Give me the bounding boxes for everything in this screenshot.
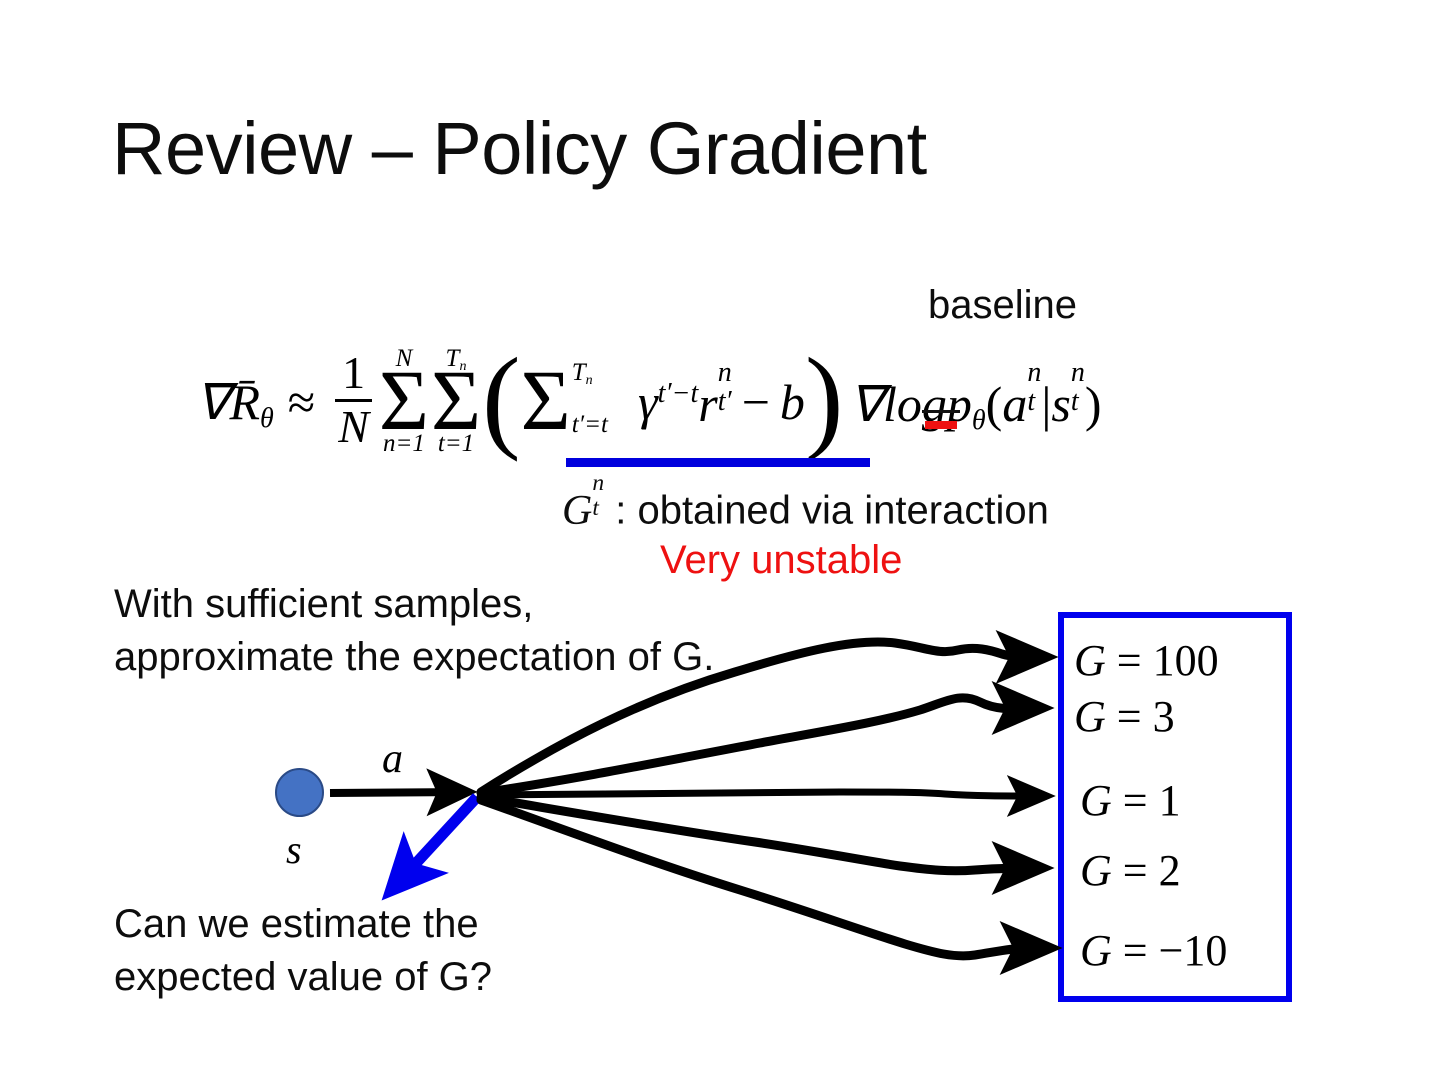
branch-arrow-3	[477, 774, 1056, 817]
sum-n-lower-limit: n=1	[383, 430, 425, 458]
policy-theta-subscript: θ	[971, 405, 986, 437]
sum-n-upper-limit: N	[395, 344, 413, 372]
sigma-glyph-2: Σ	[430, 351, 482, 448]
question-line-2: expected value of G?	[114, 954, 493, 999]
outcome-item-3: G = 2	[1080, 845, 1181, 896]
policy-gradient-formula: ∇R̄θ ≈ 1 N N Σ n=1 Tn Σ t=1 ( Σ Tn t′=t	[196, 335, 1102, 464]
one-over-n-fraction: 1 N	[335, 346, 372, 452]
blue-underline-return	[566, 458, 870, 467]
inner-sum-upper-limit: Tn	[571, 359, 593, 389]
sum-t-lower-limit: t=1	[437, 430, 475, 458]
grad-log-policy: ∇logpθ(a n t |s n t)	[849, 357, 1102, 437]
outcome-value-2: 1	[1158, 776, 1181, 825]
reward-term: r n t′	[698, 357, 732, 432]
sufficient-line-1: With sufficient samples,	[114, 582, 534, 626]
outcome-symbol-2: G	[1080, 776, 1112, 825]
outcome-item-2: G = 1	[1080, 775, 1181, 826]
outcome-operator-4: =	[1122, 926, 1148, 975]
outcome-value-1: 3	[1152, 692, 1175, 741]
page-title: Review – Policy Gradient	[112, 107, 927, 190]
outcome-symbol-4: G	[1080, 926, 1112, 975]
outcome-symbol-3: G	[1080, 846, 1112, 895]
red-underline-baseline	[925, 421, 957, 429]
reward-indices: n t′	[717, 359, 732, 424]
inner-sum-limits: Tn t′=t	[571, 359, 608, 438]
outcome-box	[1058, 612, 1292, 1002]
sigma-glyph-1: Σ	[378, 351, 429, 448]
very-unstable-label: Very unstable	[660, 538, 903, 582]
fraction-denominator: N	[338, 400, 369, 452]
formula-lhs: ∇R̄θ	[196, 374, 274, 435]
discount-exponent: t′−t	[657, 377, 699, 409]
branch-arrow-4	[476, 792, 1055, 896]
sum-t-upper-limit: Tn	[445, 344, 467, 374]
outcome-item-0: G = 100	[1074, 635, 1219, 686]
approx-symbol: ≈	[287, 374, 316, 430]
discount-term: γt′−t	[637, 374, 699, 430]
fraction-numerator: 1	[342, 346, 366, 398]
sufficient-line-2: approximate the expectation of G.	[114, 634, 715, 679]
sigma-glyph-3: Σ	[520, 351, 571, 448]
reward-superscript: n	[717, 357, 732, 389]
outcome-value-3: 2	[1158, 846, 1181, 895]
blue-alternative-action-arrow	[381, 793, 482, 901]
question-line-1: Can we estimate the	[114, 902, 479, 946]
inner-sum-lower-limit: t′=t	[571, 411, 608, 438]
outcome-symbol-1: G	[1074, 692, 1106, 741]
outcome-operator-0: =	[1116, 636, 1142, 685]
outcome-item-1: G = 3	[1074, 691, 1175, 742]
outcome-value-4: −10	[1158, 926, 1228, 975]
outcome-operator-1: =	[1116, 692, 1142, 741]
close-paren: )	[804, 335, 844, 464]
action-arrow-a	[329, 768, 478, 817]
outcome-symbol-0: G	[1074, 636, 1106, 685]
branch-arrow-2	[476, 681, 1055, 798]
action-symbol: a	[1002, 376, 1028, 432]
outcome-operator-3: =	[1122, 846, 1148, 895]
inner-sum-over-tprime: Σ Tn t′=t	[520, 351, 608, 448]
fraction-bar	[335, 398, 372, 402]
action-label-a: a	[382, 736, 403, 782]
state-node-circle	[275, 768, 324, 817]
baseline-label: baseline	[928, 283, 1078, 327]
branch-arrow-5	[476, 795, 1063, 975]
outcome-value-0: 100	[1152, 636, 1219, 685]
open-paren: (	[482, 335, 521, 464]
conditional-bar: |	[1041, 376, 1052, 432]
estimate-question-text: Can we estimate the expected value of G?	[114, 898, 492, 1004]
reward-subscript: t′	[717, 386, 732, 418]
baseline-thin-underline	[922, 410, 960, 413]
return-caption-text: : obtained via interaction	[604, 488, 1049, 533]
minus-sign: −	[741, 374, 770, 430]
sum-over-t: Tn Σ t=1	[431, 346, 481, 457]
state-symbol: s	[1051, 376, 1071, 432]
outcome-item-4: G = −10	[1080, 925, 1227, 976]
sufficient-samples-text: With sufficient samples, approximate the…	[114, 578, 714, 684]
state-label-s: s	[286, 827, 302, 872]
outcome-operator-2: =	[1122, 776, 1148, 825]
baseline-symbol: b	[779, 374, 805, 430]
sum-over-n: N Σ n=1	[379, 346, 429, 457]
